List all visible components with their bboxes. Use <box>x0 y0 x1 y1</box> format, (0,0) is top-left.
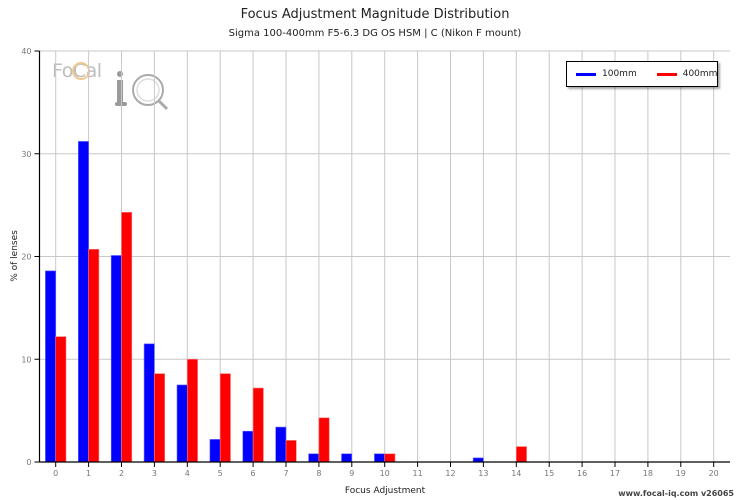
bar-400mm-4[interactable] <box>187 358 198 463</box>
bar-100mm-0[interactable] <box>45 270 57 463</box>
x-tick-label: 18 <box>643 469 653 478</box>
grid-lines <box>39 50 730 462</box>
bar-400mm-1[interactable] <box>88 249 100 463</box>
x-tick-label: 19 <box>676 469 686 478</box>
x-tick-label: 9 <box>349 469 354 478</box>
bar-100mm-5[interactable] <box>209 439 221 463</box>
legend-item-100mm[interactable]: 100mm <box>576 69 637 79</box>
legend-label-100mm: 100mm <box>602 69 637 79</box>
bar-100mm-7[interactable] <box>275 426 287 463</box>
bar-100mm-3[interactable] <box>143 343 155 463</box>
bar-400mm-14[interactable] <box>515 446 527 463</box>
x-tick-label: 17 <box>610 469 620 478</box>
x-tick-label: 15 <box>544 469 554 478</box>
bar-400mm-7[interactable] <box>285 440 297 463</box>
iq-logo-icon <box>72 62 169 111</box>
x-tick-label: 10 <box>380 469 390 478</box>
x-tick-label: 0 <box>53 469 58 478</box>
chart-subtitle: Sigma 100-400mm F5-6.3 DG OS HSM | C (Ni… <box>228 28 522 39</box>
x-tick-label: 6 <box>251 469 256 478</box>
y-tick-label: 20 <box>21 253 31 262</box>
x-tick-label: 20 <box>709 469 719 478</box>
y-tick-label: 0 <box>26 458 31 467</box>
x-axis-label: Focus Adjustment <box>345 486 426 496</box>
legend-label-400mm: 400mm <box>682 69 718 79</box>
bar-100mm-10[interactable] <box>374 453 385 463</box>
x-tick-label: 3 <box>152 469 157 478</box>
legend-item-400mm[interactable]: 400mm <box>656 69 718 79</box>
x-tick-label: 14 <box>511 469 521 478</box>
x-tick-label: 11 <box>413 469 423 478</box>
bar-400mm-0[interactable] <box>55 336 67 463</box>
bar-100mm-9[interactable] <box>341 453 353 463</box>
bar-100mm-2[interactable] <box>110 255 122 463</box>
x-tick-label: 8 <box>316 469 321 478</box>
watermark: www.focal-iq.com v26065 <box>618 489 734 498</box>
y-tick-label: 30 <box>21 150 31 159</box>
x-tick-label: 4 <box>185 469 190 478</box>
bar-400mm-6[interactable] <box>252 387 264 463</box>
legend-swatch-blue <box>576 72 596 76</box>
x-tick-label: 1 <box>86 469 91 478</box>
x-tick-label: 13 <box>478 469 488 478</box>
legend: 100mm 400mm <box>566 61 718 87</box>
x-tick-label: 12 <box>445 469 455 478</box>
focal-iq-logo: FoCal <box>52 60 102 82</box>
bar-100mm-6[interactable] <box>242 430 254 463</box>
bar-100mm-13[interactable] <box>472 457 484 463</box>
y-axis-label: % of lenses <box>10 230 20 282</box>
logo-text: FoCal <box>52 60 102 82</box>
x-tick-label: 7 <box>283 469 288 478</box>
legend-swatch-red <box>656 72 677 76</box>
x-tick-label: 16 <box>577 469 587 478</box>
bar-400mm-10[interactable] <box>384 453 396 463</box>
y-tick-label: 40 <box>21 47 31 56</box>
y-tick-label: 10 <box>21 355 31 364</box>
bar-400mm-8[interactable] <box>318 417 330 463</box>
bar-400mm-3[interactable] <box>154 373 165 463</box>
bar-100mm-8[interactable] <box>308 453 320 463</box>
bar-400mm-2[interactable] <box>121 212 133 463</box>
chart-title: Focus Adjustment Magnitude Distribution <box>240 7 510 22</box>
bar-100mm-1[interactable] <box>78 141 89 463</box>
x-tick-label: 2 <box>119 469 124 478</box>
x-tick-label: 5 <box>218 469 223 478</box>
bar-400mm-5[interactable] <box>219 373 231 463</box>
bar-100mm-4[interactable] <box>176 384 188 463</box>
